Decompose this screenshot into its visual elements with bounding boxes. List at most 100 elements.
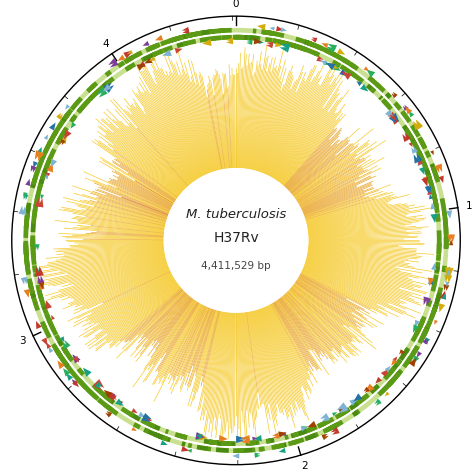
Wedge shape — [143, 52, 156, 62]
Wedge shape — [393, 101, 402, 110]
Wedge shape — [443, 218, 448, 227]
Polygon shape — [321, 434, 328, 438]
Wedge shape — [435, 293, 442, 301]
Wedge shape — [316, 44, 323, 51]
Polygon shape — [21, 277, 25, 285]
Wedge shape — [124, 57, 131, 64]
Polygon shape — [326, 63, 336, 70]
Polygon shape — [413, 146, 418, 153]
Wedge shape — [30, 239, 35, 247]
Wedge shape — [399, 348, 410, 361]
Wedge shape — [30, 178, 37, 189]
Wedge shape — [400, 110, 411, 123]
Polygon shape — [280, 47, 290, 53]
Wedge shape — [295, 36, 312, 46]
Polygon shape — [391, 359, 398, 365]
Polygon shape — [445, 274, 449, 283]
Wedge shape — [77, 106, 84, 113]
Wedge shape — [31, 168, 41, 185]
Wedge shape — [407, 346, 419, 361]
Wedge shape — [70, 370, 82, 383]
Wedge shape — [437, 244, 441, 255]
Polygon shape — [402, 134, 409, 142]
Polygon shape — [196, 435, 204, 440]
Polygon shape — [425, 337, 430, 344]
Polygon shape — [125, 53, 131, 58]
Wedge shape — [422, 329, 428, 336]
Polygon shape — [328, 44, 337, 50]
Wedge shape — [443, 225, 448, 242]
Polygon shape — [38, 266, 44, 276]
Polygon shape — [36, 152, 40, 158]
Wedge shape — [70, 97, 83, 111]
Wedge shape — [404, 347, 410, 353]
Polygon shape — [385, 111, 391, 118]
Wedge shape — [429, 307, 437, 319]
Wedge shape — [329, 423, 338, 430]
Wedge shape — [410, 350, 417, 356]
Polygon shape — [60, 336, 64, 342]
Polygon shape — [266, 44, 273, 48]
Polygon shape — [349, 399, 357, 406]
Wedge shape — [216, 447, 229, 453]
Polygon shape — [51, 315, 55, 320]
Polygon shape — [364, 387, 369, 392]
Wedge shape — [431, 305, 438, 313]
Polygon shape — [301, 426, 308, 431]
Polygon shape — [418, 158, 423, 165]
Wedge shape — [148, 44, 158, 51]
Polygon shape — [96, 382, 102, 387]
Wedge shape — [64, 111, 71, 118]
Wedge shape — [52, 345, 63, 358]
Polygon shape — [403, 106, 407, 111]
Wedge shape — [29, 288, 35, 294]
Polygon shape — [187, 449, 192, 453]
Wedge shape — [60, 128, 68, 137]
Polygon shape — [342, 72, 352, 80]
Polygon shape — [409, 142, 412, 147]
Polygon shape — [155, 35, 163, 40]
Wedge shape — [23, 241, 29, 259]
Text: 4,411,529 bp: 4,411,529 bp — [201, 261, 271, 271]
Polygon shape — [424, 296, 428, 305]
Wedge shape — [304, 39, 316, 47]
Wedge shape — [279, 40, 291, 47]
Wedge shape — [30, 182, 36, 188]
Polygon shape — [279, 448, 286, 453]
Polygon shape — [446, 210, 452, 219]
Wedge shape — [62, 347, 74, 362]
Polygon shape — [321, 43, 328, 48]
Polygon shape — [232, 453, 239, 459]
Polygon shape — [448, 267, 454, 277]
Wedge shape — [340, 407, 351, 416]
Wedge shape — [178, 33, 192, 40]
Wedge shape — [272, 31, 284, 38]
Wedge shape — [369, 87, 376, 93]
Wedge shape — [422, 162, 432, 179]
Wedge shape — [307, 41, 323, 51]
Wedge shape — [57, 133, 65, 142]
Wedge shape — [432, 303, 439, 312]
Polygon shape — [427, 297, 431, 306]
Wedge shape — [240, 447, 253, 453]
Polygon shape — [418, 159, 423, 166]
Wedge shape — [383, 371, 392, 380]
Wedge shape — [426, 300, 432, 307]
Wedge shape — [185, 32, 193, 38]
Text: 1: 1 — [466, 201, 473, 211]
Polygon shape — [418, 122, 423, 128]
Polygon shape — [63, 342, 68, 349]
Polygon shape — [38, 282, 44, 290]
Polygon shape — [40, 275, 45, 283]
Wedge shape — [57, 340, 64, 346]
Text: H37Rv: H37Rv — [213, 231, 259, 245]
Wedge shape — [274, 38, 278, 44]
Wedge shape — [283, 40, 298, 49]
Wedge shape — [61, 346, 73, 360]
Wedge shape — [402, 125, 415, 141]
Polygon shape — [99, 89, 108, 98]
Polygon shape — [365, 383, 373, 391]
Wedge shape — [417, 150, 427, 165]
Polygon shape — [36, 244, 40, 250]
Polygon shape — [182, 29, 190, 33]
